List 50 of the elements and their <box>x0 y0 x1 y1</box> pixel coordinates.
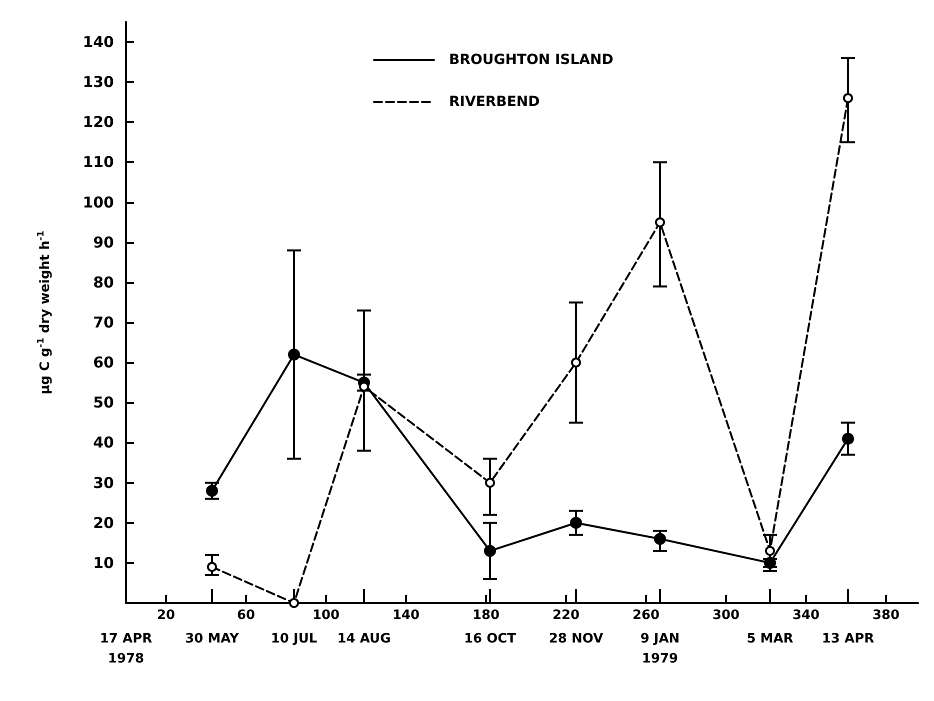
point <box>570 516 582 529</box>
x-tick-label: 380 <box>872 608 900 623</box>
point <box>288 348 300 361</box>
x-tick-label: 100 <box>312 608 340 623</box>
x2-tick-label: 9 JAN 1979 <box>640 632 680 666</box>
y-tick-label: 100 <box>82 193 114 212</box>
x2-tick-label: 30 MAY <box>185 632 240 646</box>
x-tick-label: 60 <box>236 608 256 623</box>
x-tick-label: 340 <box>792 608 820 623</box>
x2-tick-label: 28 NOV <box>548 632 604 646</box>
y-tick-label: 80 <box>93 273 114 292</box>
x-tick-label: 20 <box>156 608 176 623</box>
x-tick-label: 220 <box>552 608 580 623</box>
y-tick-label: 140 <box>82 33 114 52</box>
x2-tick-label: 14 AUG <box>337 632 391 646</box>
x2-tick-label: 10 JUL <box>270 632 318 646</box>
legend-label: BROUGHTON ISLAND <box>449 52 614 68</box>
y-axis-title: μg C g-1 dry weight h-1 <box>36 230 53 394</box>
y-tick-label: 30 <box>93 474 114 492</box>
point <box>842 432 854 445</box>
y-tick-label: 70 <box>93 314 114 332</box>
y-tick-label: 10 <box>93 554 114 572</box>
point <box>571 358 581 368</box>
point <box>206 484 218 497</box>
x2-tick-label: 16 OCT <box>464 632 516 646</box>
y-tick-label: 60 <box>93 354 114 372</box>
y-tick-label: 50 <box>93 394 114 412</box>
x2-tick-label: 17 APR 1978 <box>100 632 152 666</box>
x-tick-label: 180 <box>472 608 500 623</box>
y-tick-label: 90 <box>93 233 114 252</box>
point <box>485 478 495 488</box>
x-tick-label: 140 <box>392 608 420 623</box>
point <box>484 544 496 557</box>
point <box>843 93 853 104</box>
x2-tick-label: 5 MAR <box>746 632 794 646</box>
y-tick-label: 20 <box>93 514 114 532</box>
y-tick-label: 120 <box>82 113 114 132</box>
x2-tick-label: 13 APR <box>822 632 874 646</box>
point <box>654 532 666 545</box>
point <box>765 546 775 556</box>
y-tick-label: 130 <box>82 73 114 92</box>
point <box>207 562 217 572</box>
x-tick-label: 260 <box>632 608 660 623</box>
y-tick-label: 40 <box>93 434 114 452</box>
point <box>764 556 776 569</box>
point <box>655 217 665 228</box>
x-tick-label: 300 <box>712 608 740 623</box>
point <box>289 598 299 608</box>
y-tick-label: 110 <box>82 153 114 172</box>
legend-label: RIVERBEND <box>449 94 540 110</box>
